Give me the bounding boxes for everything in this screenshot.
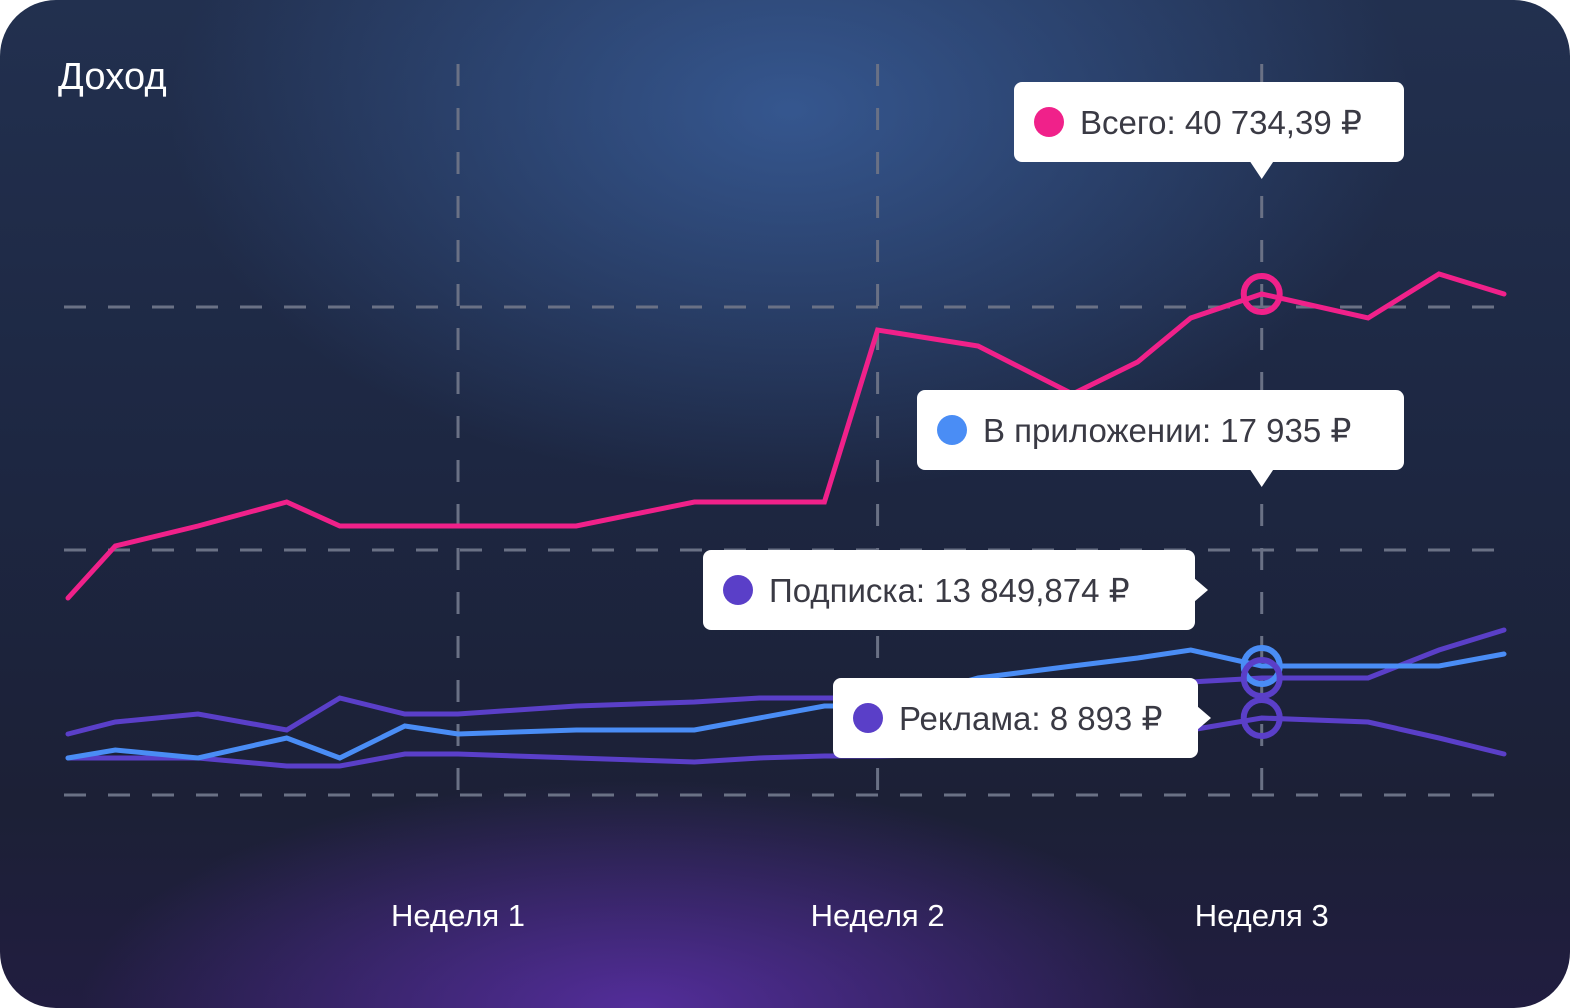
legend-dot-subscription [723,575,753,605]
chart-title: Доход [58,56,167,98]
series-line-ads [65,715,1507,769]
tooltip-label-app: В приложении: 17 935 ₽ [983,412,1351,449]
x-axis-labels: Неделя 1 Неделя 2 Неделя 3 [391,898,1329,933]
highlight-point-app[interactable] [1240,645,1283,687]
series-line-total [65,271,1507,601]
x-tick-label: Неделя 2 [811,898,945,933]
x-tick-label: Неделя 3 [1195,898,1329,933]
tooltip-app: В приложении: 17 935 ₽ [917,390,1404,487]
tooltip-box [917,390,1404,470]
tooltip-ads: Реклама: 8 893 ₽ [833,678,1211,758]
tooltip-pointer [1194,578,1208,602]
tooltip-total: Всего: 40 734,39 ₽ [1014,82,1404,179]
highlight-point-subscription[interactable] [1240,657,1283,699]
tooltip-label-subscription: Подписка: 13 849,874 ₽ [769,572,1130,609]
highlight-point-total[interactable] [1240,273,1283,315]
tooltip-box [703,550,1195,630]
tooltip-box [833,678,1198,758]
tooltip-label-ads: Реклама: 8 893 ₽ [899,700,1162,737]
highlight-point-ads[interactable] [1240,697,1283,739]
tooltip-subscription: Подписка: 13 849,874 ₽ [703,550,1208,630]
x-tick-label: Неделя 1 [391,898,525,933]
tooltip-pointer [1249,469,1274,487]
tooltip-pointer [1197,706,1211,730]
tooltip-pointer [1249,161,1274,179]
highlight-markers [1240,273,1283,739]
series-line-app [65,647,1507,761]
legend-dot-app [937,415,967,445]
tooltips: Всего: 40 734,39 ₽ В приложении: 17 935 ₽… [703,82,1404,758]
tooltip-label-total: Всего: 40 734,39 ₽ [1080,104,1362,141]
tooltip-box [1014,82,1404,162]
legend-dot-ads [853,703,883,733]
legend-dot-total [1034,107,1064,137]
chart-series [65,271,1507,769]
